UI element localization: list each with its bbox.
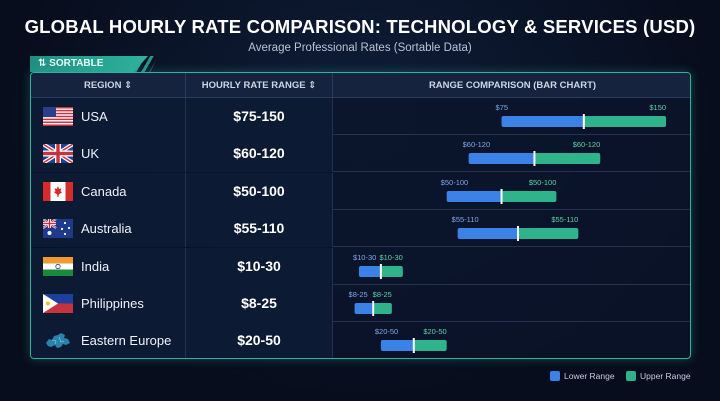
bar-lower-range — [457, 228, 518, 240]
bar-midpoint-marker — [500, 188, 503, 204]
region-name: Eastern Europe — [81, 333, 172, 349]
bar-low-label: $20-50 — [375, 327, 398, 336]
table-row: $75 $150 USA $75-150 — [31, 98, 690, 135]
bar-midpoint-marker — [516, 226, 519, 242]
range-bar-chart: $75 $150 — [496, 103, 667, 129]
flag-india-icon — [43, 256, 73, 276]
bar-high-label: $50-100 — [529, 178, 557, 187]
range-bar-chart: $8-25 $8-25 — [349, 290, 392, 316]
header-rate[interactable]: HOURLY RATE RANGE ⇕ — [186, 73, 333, 98]
bar-low-label: $50-100 — [441, 178, 469, 187]
range-bar-chart: $55-110 $55-110 — [452, 215, 579, 242]
page-subtitle: Average Professional Rates (Sortable Dat… — [248, 42, 472, 54]
legend-upper-swatch — [626, 371, 636, 381]
bar-low-label: $75 — [496, 103, 509, 112]
bar-midpoint-marker — [582, 114, 585, 129]
region-cell: Philippines — [31, 285, 186, 322]
table-row: $8-25 $8-25 Philippines $8-25 — [31, 285, 690, 322]
europe-map-icon — [43, 331, 73, 350]
region-name: USA — [81, 109, 108, 124]
bar-high-label: $55-110 — [551, 215, 578, 224]
table-row: $60-120 $60-120 UK $60-120 — [31, 135, 690, 173]
rate-range-cell: $60-120 — [186, 135, 333, 173]
sortable-tag: ⇅ SORTABLE — [30, 56, 148, 72]
bar-upper-range — [534, 153, 601, 165]
bar-lower-range — [354, 303, 374, 314]
region-cell: India — [31, 247, 186, 285]
bar-midpoint-marker — [372, 301, 375, 316]
flag-uk-icon — [41, 142, 75, 166]
table-row: $10-30 $10-30 India $10-30 — [31, 247, 690, 285]
rate-range-cell: $50-100 — [186, 172, 333, 210]
bar-lower-range — [501, 116, 584, 127]
bar-upper-range — [517, 228, 579, 240]
bar-upper-range — [373, 303, 392, 314]
region-cell: USA — [31, 98, 186, 135]
range-bar-chart: $20-50 $20-50 — [375, 327, 447, 354]
header-bar-chart: RANGE COMPARISON (BAR CHART) — [333, 73, 690, 98]
region-cell: Eastern Europe — [31, 322, 186, 358]
bar-low-label: $8-25 — [349, 290, 368, 299]
table-row: $55-110 $55-110 Australia $55-110 — [31, 210, 690, 248]
rate-range-cell: $8-25 — [186, 285, 333, 322]
legend-lower-label: Lower Range — [564, 371, 615, 381]
bar-upper-range — [501, 190, 557, 202]
header-region[interactable]: REGION ⇕ — [31, 73, 186, 98]
legend-upper-label: Upper Range — [640, 371, 691, 381]
rate-range-cell: $75-150 — [186, 98, 333, 135]
region-name: Canada — [81, 183, 127, 199]
region-cell: Canada — [31, 172, 186, 210]
table-row: $20-50 $20-50 Eastern Europe $20-50 — [31, 322, 690, 358]
bar-lower-range — [380, 340, 414, 352]
table-row: $50-100 $50-100 Canada $50-100 — [31, 172, 690, 210]
bar-upper-range — [380, 265, 403, 277]
legend-lower-swatch — [550, 371, 560, 381]
region-name: UK — [81, 146, 100, 162]
flag-australia-icon — [42, 218, 73, 239]
flag-canada-icon — [43, 181, 73, 201]
page-title: GLOBAL HOURLY RATE COMPARISON: TECHNOLOG… — [24, 16, 696, 37]
rate-range-cell: $10-30 — [186, 247, 333, 285]
rate-range-cell: $55-110 — [186, 210, 333, 248]
bar-low-label: $10-30 — [353, 253, 376, 262]
bar-lower-range — [446, 190, 502, 202]
bar-upper-range — [413, 340, 447, 352]
legend-lower: Lower Range — [550, 371, 615, 381]
rate-range-cell: $20-50 — [186, 322, 333, 358]
bar-high-label: $10-30 — [379, 253, 402, 262]
bar-low-label: $55-110 — [452, 215, 479, 224]
bar-low-label: $60-120 — [463, 140, 491, 149]
range-bar-chart: $10-30 $10-30 — [353, 253, 403, 279]
region-name: India — [81, 258, 110, 274]
region-name: Philippines — [81, 296, 144, 311]
flag-usa-icon — [43, 107, 73, 126]
flag-philippines-icon — [43, 294, 73, 313]
bar-upper-range — [583, 116, 667, 127]
bar-midpoint-marker — [533, 151, 536, 167]
bar-high-label: $8-25 — [373, 290, 392, 299]
rate-table: REGION ⇕ HOURLY RATE RANGE ⇕ RANGE COMPA… — [30, 72, 691, 359]
range-bar-chart: $50-100 $50-100 — [441, 178, 557, 204]
bar-high-label: $150 — [649, 103, 666, 112]
bar-midpoint-marker — [412, 338, 415, 354]
bar-midpoint-marker — [379, 263, 382, 279]
bar-high-label: $20-50 — [423, 327, 446, 336]
range-bar-chart: $60-120 $60-120 — [463, 140, 601, 167]
bar-lower-range — [358, 265, 381, 277]
legend-upper: Upper Range — [626, 371, 691, 381]
region-cell: UK — [31, 135, 186, 173]
bar-high-label: $60-120 — [573, 140, 601, 149]
bar-lower-range — [468, 153, 535, 165]
region-name: Australia — [81, 221, 132, 237]
region-cell: Australia — [31, 210, 186, 248]
